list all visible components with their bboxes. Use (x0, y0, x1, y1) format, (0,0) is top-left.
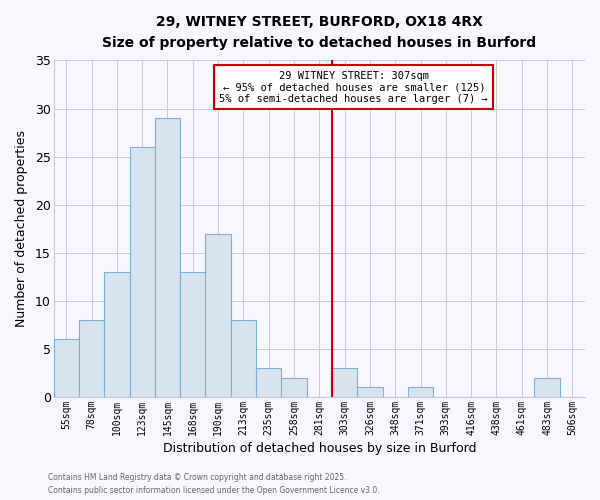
Bar (535, 378, 560, 397)
Text: 29 WITNEY STREET: 307sqm
← 95% of detached houses are smaller (125)
5% of semi-d: 29 WITNEY STREET: 307sqm ← 95% of detach… (220, 70, 488, 104)
Bar (281, 378, 307, 397)
Bar (53, 340, 79, 397)
Bar (130, 147, 155, 397)
Text: Contains HM Land Registry data © Crown copyright and database right 2025.
Contai: Contains HM Land Registry data © Crown c… (48, 474, 380, 495)
Y-axis label: Number of detached properties: Number of detached properties (15, 130, 28, 328)
Bar (332, 368, 357, 397)
Title: 29, WITNEY STREET, BURFORD, OX18 4RX
Size of property relative to detached house: 29, WITNEY STREET, BURFORD, OX18 4RX Siz… (102, 15, 536, 50)
Bar (104, 272, 130, 397)
Bar (155, 118, 180, 397)
X-axis label: Distribution of detached houses by size in Burford: Distribution of detached houses by size … (163, 442, 476, 455)
Bar (180, 272, 205, 397)
Bar (357, 388, 383, 397)
Bar (408, 388, 433, 397)
Bar (205, 234, 231, 397)
Bar (231, 320, 256, 397)
Bar (256, 368, 281, 397)
Bar (79, 320, 104, 397)
